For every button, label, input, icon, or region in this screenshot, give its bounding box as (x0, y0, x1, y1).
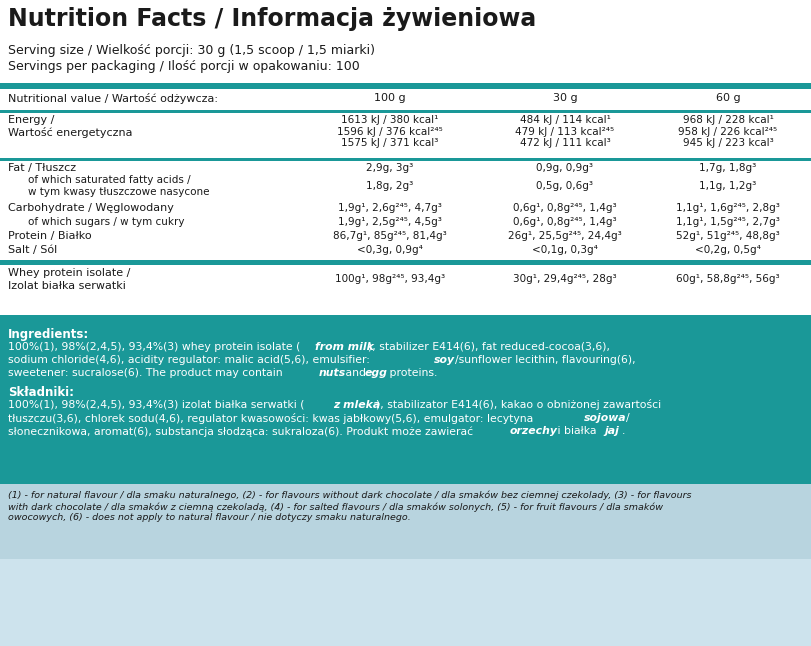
Text: 60g¹, 58,8g²⁴⁵, 56g³: 60g¹, 58,8g²⁴⁵, 56g³ (676, 274, 779, 284)
Bar (0, 484, 811, 559)
Text: Servings per packaging / Ilość porcji w opakowaniu: 100: Servings per packaging / Ilość porcji w … (8, 60, 359, 73)
Text: 0,9g, 0,9g³: 0,9g, 0,9g³ (536, 163, 593, 173)
Text: 100 g: 100 g (374, 93, 406, 103)
Text: Fat / Tłuszcz: Fat / Tłuszcz (8, 163, 76, 173)
Bar (0, 158, 811, 160)
Text: <0,3g, 0,9g⁴: <0,3g, 0,9g⁴ (357, 245, 423, 255)
Text: of which sugars / w tym cukry: of which sugars / w tym cukry (28, 217, 184, 227)
Text: Whey protein isolate /: Whey protein isolate / (8, 268, 131, 278)
Text: Nutrition Facts / Informacja żywieniowa: Nutrition Facts / Informacja żywieniowa (8, 7, 535, 31)
Bar (0, 83, 811, 89)
Text: 1,7g, 1,8g³: 1,7g, 1,8g³ (698, 163, 756, 173)
Text: Izolat białka serwatki: Izolat białka serwatki (8, 281, 126, 291)
Text: 52g¹, 51g²⁴⁵, 48,8g³: 52g¹, 51g²⁴⁵, 48,8g³ (676, 231, 779, 241)
Text: of which saturated fatty acids /: of which saturated fatty acids / (28, 175, 191, 185)
Text: 968 kJ / 228 kcal¹
958 kJ / 226 kcal²⁴⁵
945 kJ / 223 kcal³: 968 kJ / 228 kcal¹ 958 kJ / 226 kcal²⁴⁵ … (678, 115, 777, 148)
Text: jaj: jaj (603, 426, 618, 437)
Text: 1,1g¹, 1,5g²⁴⁵, 2,7g³: 1,1g¹, 1,5g²⁴⁵, 2,7g³ (676, 217, 779, 227)
Text: Ingredients:: Ingredients: (8, 328, 89, 341)
Text: soy: soy (433, 355, 454, 365)
Bar (0, 321, 811, 484)
Text: /: / (625, 413, 629, 423)
Text: proteins.: proteins. (385, 368, 437, 379)
Text: .: . (621, 426, 624, 437)
Text: 1,1g¹, 1,6g²⁴⁵, 2,8g³: 1,1g¹, 1,6g²⁴⁵, 2,8g³ (676, 203, 779, 213)
Bar (0, 89, 811, 374)
Bar (0, 559, 811, 646)
Text: 2,9g, 3g³: 2,9g, 3g³ (366, 163, 413, 173)
Text: w tym kwasy tłuszczowe nasycone: w tym kwasy tłuszczowe nasycone (28, 187, 209, 197)
Text: 1613 kJ / 380 kcal¹
1596 kJ / 376 kcal²⁴⁵
1575 kJ / 371 kcal³: 1613 kJ / 380 kcal¹ 1596 kJ / 376 kcal²⁴… (337, 115, 442, 148)
Text: sweetener: sucralose(6). The product may contain: sweetener: sucralose(6). The product may… (8, 368, 285, 379)
Text: Carbohydrate / Węglowodany: Carbohydrate / Węglowodany (8, 203, 174, 213)
Text: 0,6g¹, 0,8g²⁴⁵, 1,4g³: 0,6g¹, 0,8g²⁴⁵, 1,4g³ (513, 217, 616, 227)
Text: 100g¹, 98g²⁴⁵, 93,4g³: 100g¹, 98g²⁴⁵, 93,4g³ (334, 274, 444, 284)
Text: 100%(1), 98%(2,4,5), 93,4%(3) whey protein isolate (: 100%(1), 98%(2,4,5), 93,4%(3) whey prote… (8, 342, 300, 351)
Text: egg: egg (365, 368, 388, 379)
Text: Składniki:: Składniki: (8, 386, 74, 399)
Text: tłuszczu(3,6), chlorek sodu(4,6), regulator kwasowości: kwas jabłkowy(5,6), emul: tłuszczu(3,6), chlorek sodu(4,6), regula… (8, 413, 536, 424)
Text: from milk: from milk (315, 342, 373, 351)
Bar (0, 0, 811, 90)
Text: sodium chloride(4,6), acidity regulator: malic acid(5,6), emulsifier:: sodium chloride(4,6), acidity regulator:… (8, 355, 373, 365)
Bar (0, 260, 811, 265)
Text: 484 kJ / 114 kcal¹
479 kJ / 113 kcal²⁴⁵
472 kJ / 111 kcal³: 484 kJ / 114 kcal¹ 479 kJ / 113 kcal²⁴⁵ … (515, 115, 614, 148)
Bar (0, 260, 811, 315)
Text: 0,6g¹, 0,8g²⁴⁵, 1,4g³: 0,6g¹, 0,8g²⁴⁵, 1,4g³ (513, 203, 616, 213)
Text: 30 g: 30 g (552, 93, 577, 103)
Text: Protein / Białko: Protein / Białko (8, 231, 92, 241)
Text: 1,1g, 1,2g³: 1,1g, 1,2g³ (698, 181, 756, 191)
Text: Wartość energetyczna: Wartość energetyczna (8, 127, 132, 138)
Text: Energy /: Energy / (8, 115, 54, 125)
Text: słonecznikowa, aromat(6), substancja słodząca: sukraloza(6). Produkt może zawier: słonecznikowa, aromat(6), substancja sło… (8, 426, 476, 437)
Text: sojowa: sojowa (583, 413, 626, 423)
Bar (0, 315, 811, 321)
Text: z mleka: z mleka (333, 399, 380, 410)
Text: 1,9g¹, 2,5g²⁴⁵, 4,5g³: 1,9g¹, 2,5g²⁴⁵, 4,5g³ (337, 217, 441, 227)
Text: ), stabilizator E414(6), kakao o obniżonej zawartości: ), stabilizator E414(6), kakao o obniżon… (375, 399, 660, 410)
Text: nuts: nuts (319, 368, 345, 379)
Text: 86,7g¹, 85g²⁴⁵, 81,4g³: 86,7g¹, 85g²⁴⁵, 81,4g³ (333, 231, 446, 241)
Text: i białka: i białka (553, 426, 599, 437)
Text: /sunflower lecithin, flavouring(6),: /sunflower lecithin, flavouring(6), (454, 355, 635, 365)
Text: orzechy: orzechy (509, 426, 557, 437)
Text: ), stabilizer E414(6), fat reduced-cocoa(3,6),: ), stabilizer E414(6), fat reduced-cocoa… (367, 342, 609, 351)
Text: 60 g: 60 g (714, 93, 740, 103)
Text: Salt / Sól: Salt / Sól (8, 245, 58, 255)
Text: 1,8g, 2g³: 1,8g, 2g³ (366, 181, 413, 191)
Text: (1) - for natural flavour / dla smaku naturalnego, (2) - for flavours without da: (1) - for natural flavour / dla smaku na… (8, 491, 691, 522)
Text: 30g¹, 29,4g²⁴⁵, 28g³: 30g¹, 29,4g²⁴⁵, 28g³ (513, 274, 616, 284)
Text: 0,5g, 0,6g³: 0,5g, 0,6g³ (536, 181, 593, 191)
Text: 100%(1), 98%(2,4,5), 93,4%(3) izolat białka serwatki (: 100%(1), 98%(2,4,5), 93,4%(3) izolat bia… (8, 399, 304, 410)
Text: Nutritional value / Wartość odżywcza:: Nutritional value / Wartość odżywcza: (8, 93, 217, 104)
Text: <0,1g, 0,3g⁴: <0,1g, 0,3g⁴ (531, 245, 597, 255)
Text: 26g¹, 25,5g²⁴⁵, 24,4g³: 26g¹, 25,5g²⁴⁵, 24,4g³ (508, 231, 621, 241)
Text: and: and (341, 368, 369, 379)
Text: 1,9g¹, 2,6g²⁴⁵, 4,7g³: 1,9g¹, 2,6g²⁴⁵, 4,7g³ (337, 203, 441, 213)
Text: <0,2g, 0,5g⁴: <0,2g, 0,5g⁴ (694, 245, 760, 255)
Bar (0, 110, 811, 112)
Text: Serving size / Wielkość porcji: 30 g (1,5 scoop / 1,5 miarki): Serving size / Wielkość porcji: 30 g (1,… (8, 44, 375, 57)
